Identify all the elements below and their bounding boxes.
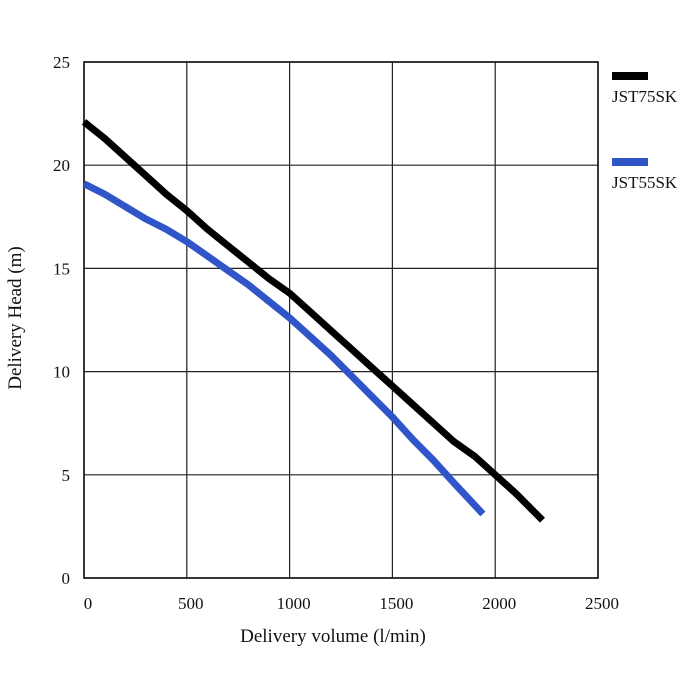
grid: [83, 61, 599, 579]
legend-swatch-jst55sk: [612, 158, 648, 166]
legend-label-jst75sk: JST75SK: [612, 87, 678, 106]
x-tick-label: 1000: [277, 594, 311, 613]
y-axis-title: Delivery Head (m): [5, 246, 26, 390]
legend-swatch-jst75sk: [612, 72, 648, 80]
y-tick-label: 15: [53, 259, 70, 278]
x-tick-label: 500: [178, 594, 204, 613]
y-tick-label: 10: [53, 363, 70, 382]
x-tick-label: 1500: [379, 594, 413, 613]
y-tick-label: 25: [53, 53, 70, 72]
x-tick-label: 2500: [585, 594, 619, 613]
x-tick-label: 0: [84, 594, 93, 613]
legend: JST75SK JST55SK: [612, 72, 678, 192]
series-line-jst75sk: [81, 119, 545, 523]
y-tick-label: 20: [53, 156, 70, 175]
series-line-jst55sk: [82, 180, 486, 517]
y-tick-labels: 0 5 10 15 20 25: [53, 53, 70, 588]
x-tick-labels: 0 500 1000 1500 2000 2500: [84, 594, 619, 613]
x-tick-label: 2000: [482, 594, 516, 613]
plot-frame: [83, 61, 599, 579]
y-tick-label: 0: [62, 569, 71, 588]
x-axis-title: Delivery volume (l/min): [240, 626, 426, 647]
series-lines: [81, 119, 545, 523]
y-tick-label: 5: [62, 466, 71, 485]
legend-label-jst55sk: JST55SK: [612, 173, 678, 192]
